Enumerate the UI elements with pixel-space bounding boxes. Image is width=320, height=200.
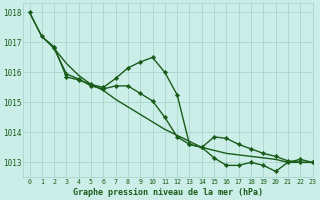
X-axis label: Graphe pression niveau de la mer (hPa): Graphe pression niveau de la mer (hPa) xyxy=(73,188,263,197)
